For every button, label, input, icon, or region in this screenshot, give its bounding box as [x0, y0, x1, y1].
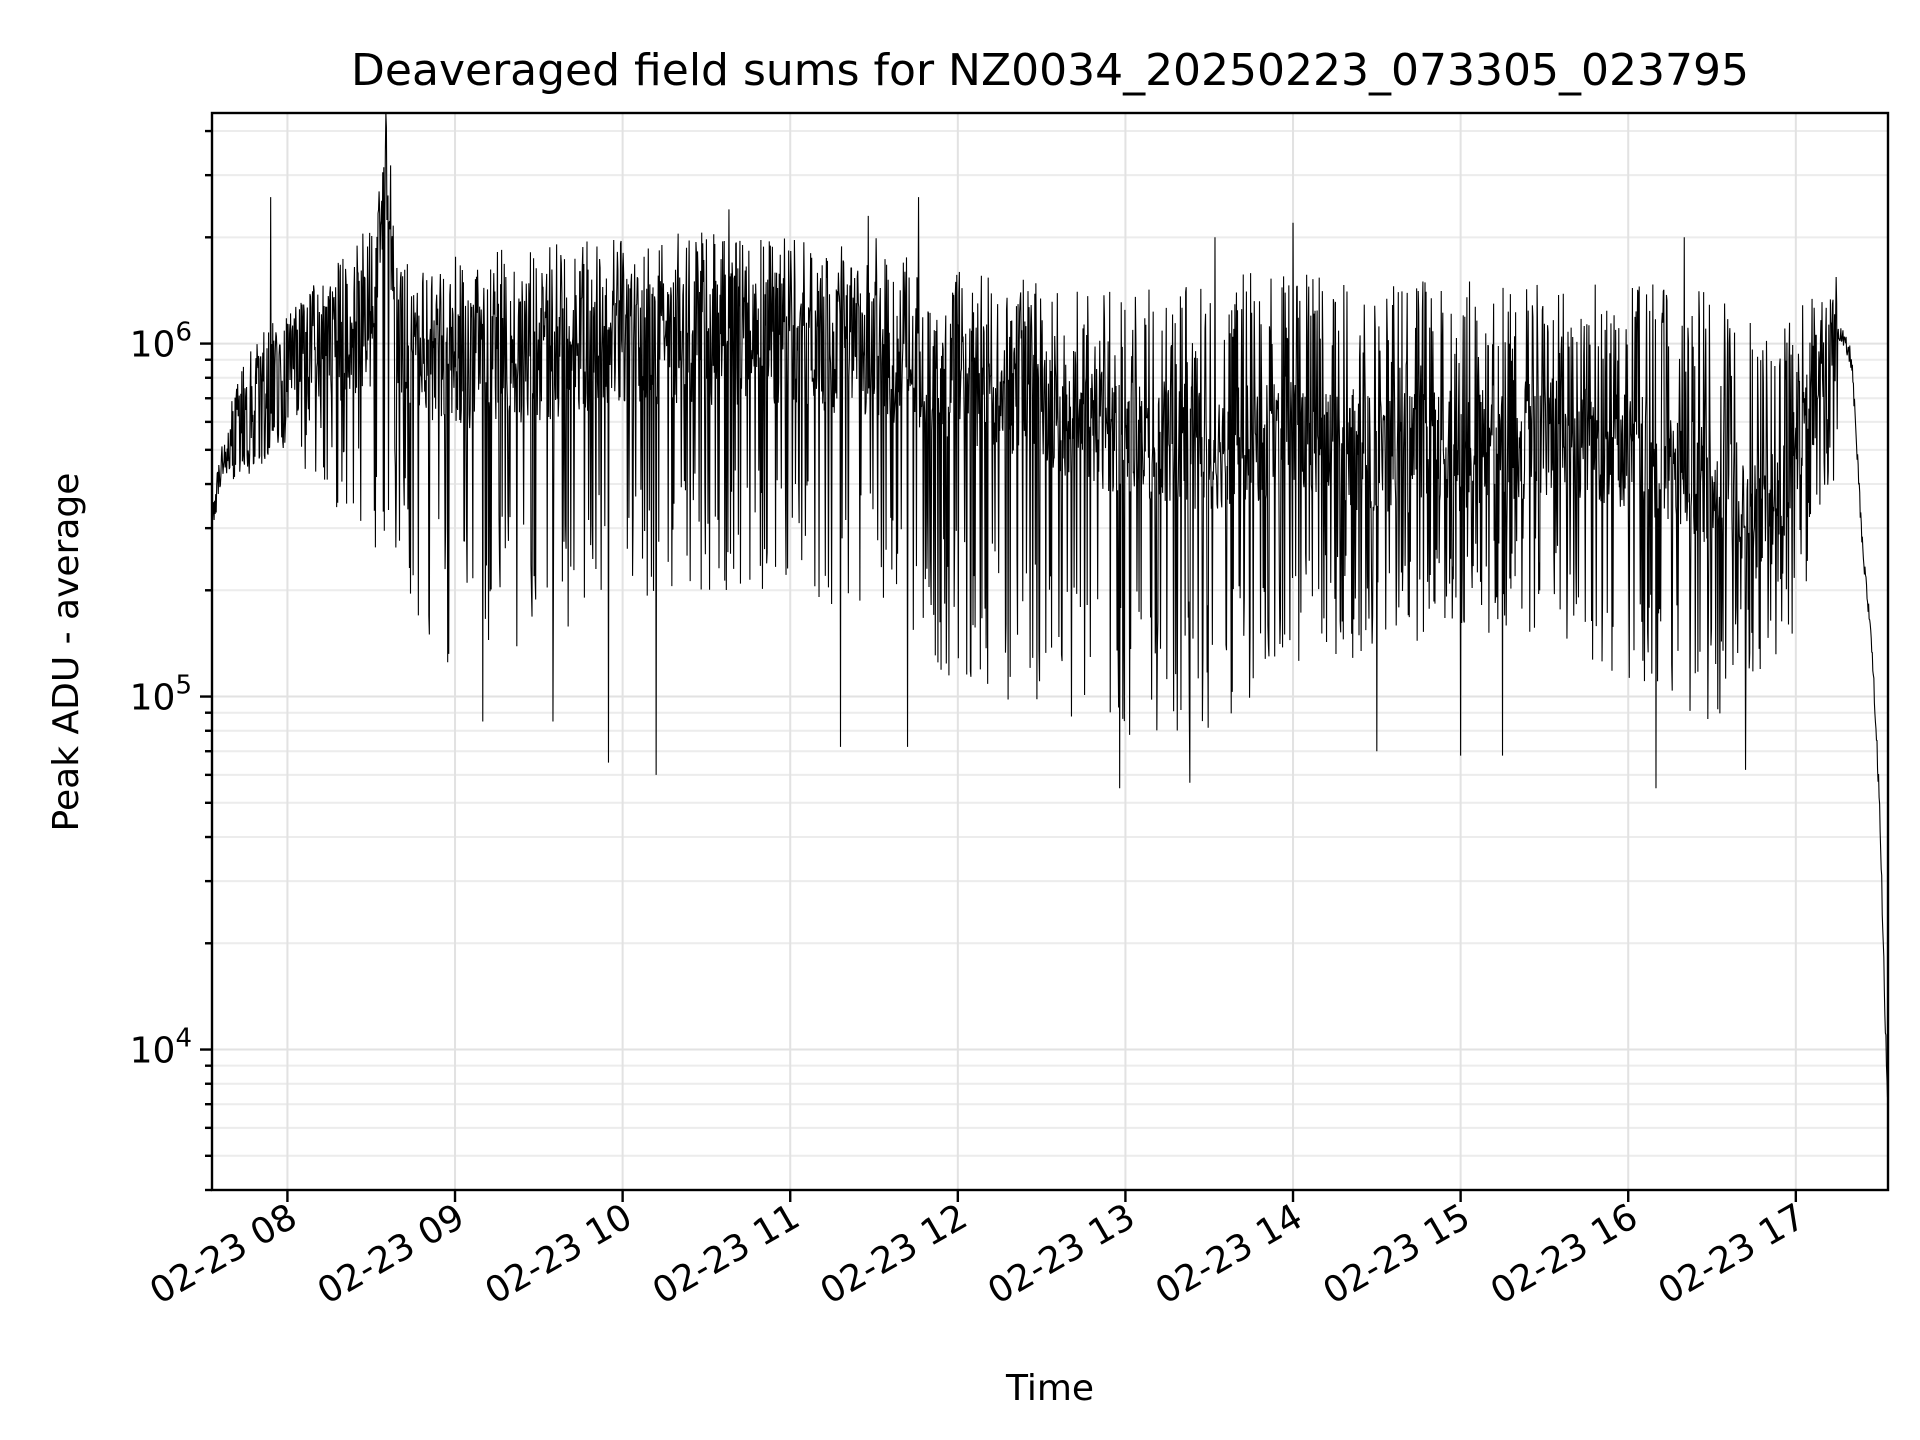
plot-frame	[210, 111, 1890, 1192]
x-axis: 02-23 08 02-23 09 02-23 10 02-23 11 02-23 12…	[143, 1190, 1812, 1313]
series-line	[211, 112, 1889, 1098]
y-axis: 104 105 106	[130, 129, 212, 1192]
x-tick-label: 02-23 14	[1149, 1196, 1310, 1312]
x-tick-label: 02-23 10	[478, 1196, 639, 1312]
y-tick-label: 104	[130, 1024, 192, 1072]
x-tick-label: 02-23 17	[1652, 1196, 1813, 1312]
x-tick-label: 02-23 15	[1316, 1196, 1477, 1312]
y-tick-label: 106	[130, 318, 192, 366]
x-axis-title: Time	[1005, 1368, 1094, 1409]
x-tick-label: 02-23 08	[143, 1196, 304, 1312]
y-axis-title: Peak ADU - average	[46, 473, 87, 832]
chart-title: Deaveraged field sums for NZ0034_2025022…	[351, 45, 1749, 96]
x-tick-label: 02-23 11	[646, 1196, 807, 1312]
grid	[212, 113, 1888, 1191]
x-tick-label: 02-23 09	[311, 1196, 472, 1312]
x-tick-label: 02-23 12	[814, 1196, 975, 1312]
y-tick-label: 105	[130, 671, 192, 719]
x-tick-label: 02-23 16	[1484, 1196, 1645, 1312]
x-tick-label: 02-23 13	[981, 1196, 1142, 1312]
